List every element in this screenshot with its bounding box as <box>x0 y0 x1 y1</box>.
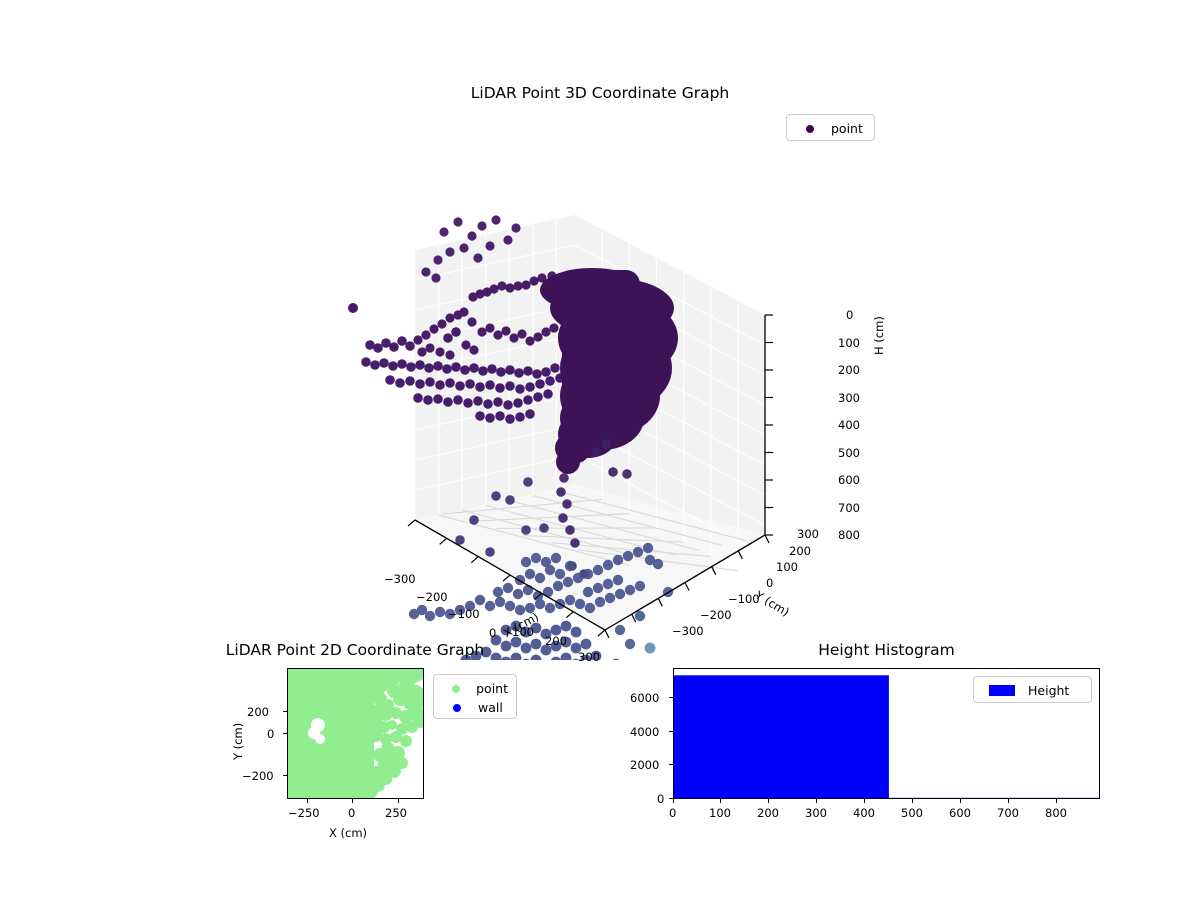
legend-label-point-2d: point <box>476 681 508 696</box>
legend-entry-height[interactable]: Height <box>982 681 1083 700</box>
lidar-3d-axes[interactable] <box>330 100 870 660</box>
legend-entry-point-3d[interactable]: point <box>795 119 866 138</box>
legend-label-height: Height <box>1028 683 1070 698</box>
lidar-2d-axes[interactable] <box>287 668 424 799</box>
legend-entry-point-2d[interactable]: point <box>442 679 508 698</box>
legend-entry-wall-2d[interactable]: wall <box>442 698 508 717</box>
legend-2d[interactable]: point wall <box>433 674 517 719</box>
chart-2d-title: LiDAR Point 2D Coordinate Graph <box>225 641 485 659</box>
chart-3d-title: LiDAR Point 3D Coordinate Graph <box>470 84 730 102</box>
outlier-point-3d <box>348 303 358 313</box>
zticks-3d <box>765 314 773 536</box>
point-cloud-2d-gaps <box>308 718 325 744</box>
legend-label-point-3d: point <box>831 121 863 136</box>
rect-patch-icon <box>982 685 1022 696</box>
chart-hist-title: Height Histogram <box>818 641 955 659</box>
point-cloud-2d <box>288 669 423 798</box>
histogram-bar <box>674 675 889 798</box>
yticks-3d <box>604 534 770 639</box>
lidar-2d-canvas <box>288 669 423 798</box>
circle-marker-icon <box>795 124 825 133</box>
legend-label-wall-2d: wall <box>478 700 503 715</box>
point-cloud-3d <box>361 215 678 660</box>
histogram-canvas <box>674 675 1099 798</box>
legend-3d[interactable]: point <box>786 114 875 141</box>
yaxis-label-2d: Y (cm) <box>231 722 245 760</box>
lidar-3d-canvas <box>348 215 773 660</box>
legend-hist[interactable]: Height <box>973 676 1092 703</box>
circle-marker-icon <box>442 684 470 693</box>
circle-marker-icon <box>442 703 472 712</box>
zaxis-label-3d: H (cm) <box>872 316 886 355</box>
xaxis-label-2d: X (cm) <box>329 826 368 840</box>
xticks-3d <box>407 519 606 637</box>
